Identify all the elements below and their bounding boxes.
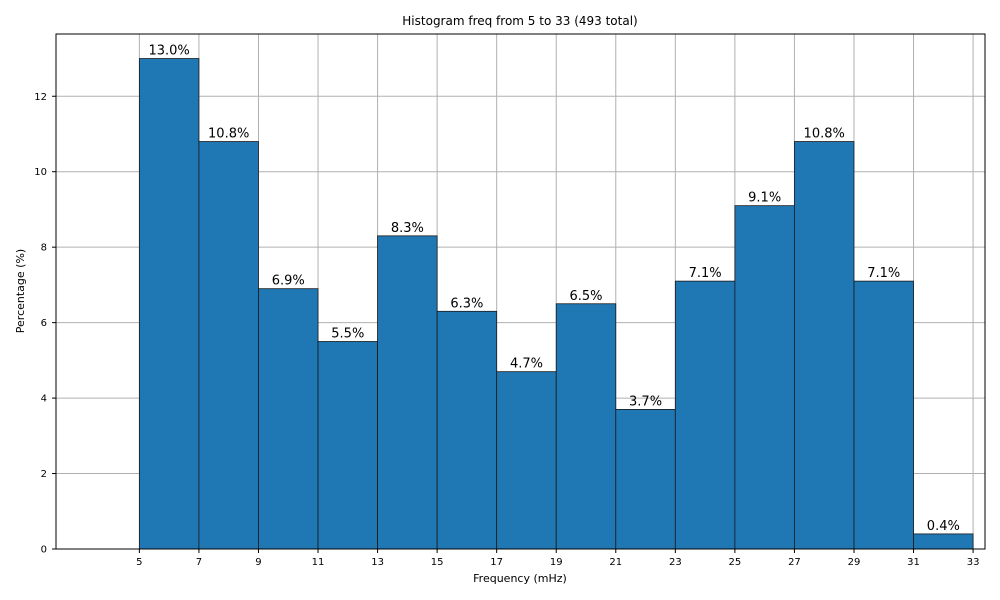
histogram-bar <box>794 141 855 550</box>
bar-value-label: 5.5% <box>331 326 364 341</box>
histogram-bar <box>853 280 914 550</box>
histogram-bar <box>138 58 200 550</box>
y-axis-label: Percentage (%) <box>14 249 27 333</box>
histogram-bar <box>198 141 259 550</box>
bar-value-label: 4.7% <box>510 357 543 372</box>
histogram-bar <box>258 288 319 550</box>
histogram-bar <box>496 371 557 550</box>
bar-value-label: 6.3% <box>450 296 483 311</box>
y-tick-label: 2 <box>41 469 47 480</box>
plot-frame <box>55 33 986 550</box>
y-tick-label: 4 <box>41 394 47 405</box>
histogram-bar <box>317 341 378 550</box>
x-tick-label: 9 <box>255 557 261 568</box>
bar-value-label: 8.3% <box>391 221 424 236</box>
bar-value-label: 7.1% <box>689 266 722 281</box>
bar-value-label: 10.8% <box>804 127 845 142</box>
y-axis-ticks: 0 2 4 6 8 10 12 <box>34 92 56 556</box>
histogram-bar <box>436 310 498 550</box>
x-tick-label: 7 <box>196 557 202 568</box>
x-tick-label: 21 <box>609 557 622 568</box>
bar-value-label: 6.9% <box>272 274 305 289</box>
x-tick-label: 11 <box>312 557 325 568</box>
y-tick-label: 0 <box>41 545 47 556</box>
data-labels-layer: 13.0% 10.8% 6.9% 5.5% 8.3% 6.3% 4.7% 6.5% 3.7% 7.… <box>148 44 959 534</box>
y-tick-label: 10 <box>34 167 47 178</box>
bar-value-label: 0.4% <box>927 519 960 534</box>
x-axis-ticks: 5 7 9 11 13 15 17 19 21 23 25 27 29 31 33 <box>136 549 979 568</box>
x-tick-label: 19 <box>550 557 563 568</box>
x-tick-label: 5 <box>136 557 142 568</box>
x-tick-label: 33 <box>967 557 980 568</box>
x-tick-label: 15 <box>431 557 444 568</box>
bar-value-label: 7.1% <box>867 266 900 281</box>
histogram-bar <box>377 235 438 550</box>
chart-title: Histogram freq from 5 to 33 (493 total) <box>402 14 637 28</box>
histogram-bar <box>555 303 617 550</box>
x-tick-label: 23 <box>669 557 682 568</box>
bar-value-label: 6.5% <box>569 289 602 304</box>
bars-layer <box>138 58 974 550</box>
histogram-bar <box>734 205 795 550</box>
x-tick-label: 27 <box>788 557 801 568</box>
y-tick-label: 8 <box>41 243 47 254</box>
x-tick-label: 17 <box>490 557 503 568</box>
histogram-bar <box>674 280 736 550</box>
x-tick-label: 13 <box>371 557 384 568</box>
bar-value-label: 3.7% <box>629 394 662 409</box>
histogram-bar <box>615 409 676 550</box>
x-tick-label: 29 <box>848 557 861 568</box>
y-tick-label: 12 <box>34 92 47 103</box>
bar-value-label: 9.1% <box>748 191 781 206</box>
bar-value-label: 10.8% <box>208 127 249 142</box>
y-tick-label: 6 <box>41 318 47 329</box>
x-tick-label: 25 <box>729 557 742 568</box>
x-axis-label: Frequency (mHz) <box>473 572 567 585</box>
bar-value-label: 13.0% <box>148 44 189 59</box>
histogram-bar <box>913 533 974 550</box>
x-tick-label: 31 <box>907 557 920 568</box>
